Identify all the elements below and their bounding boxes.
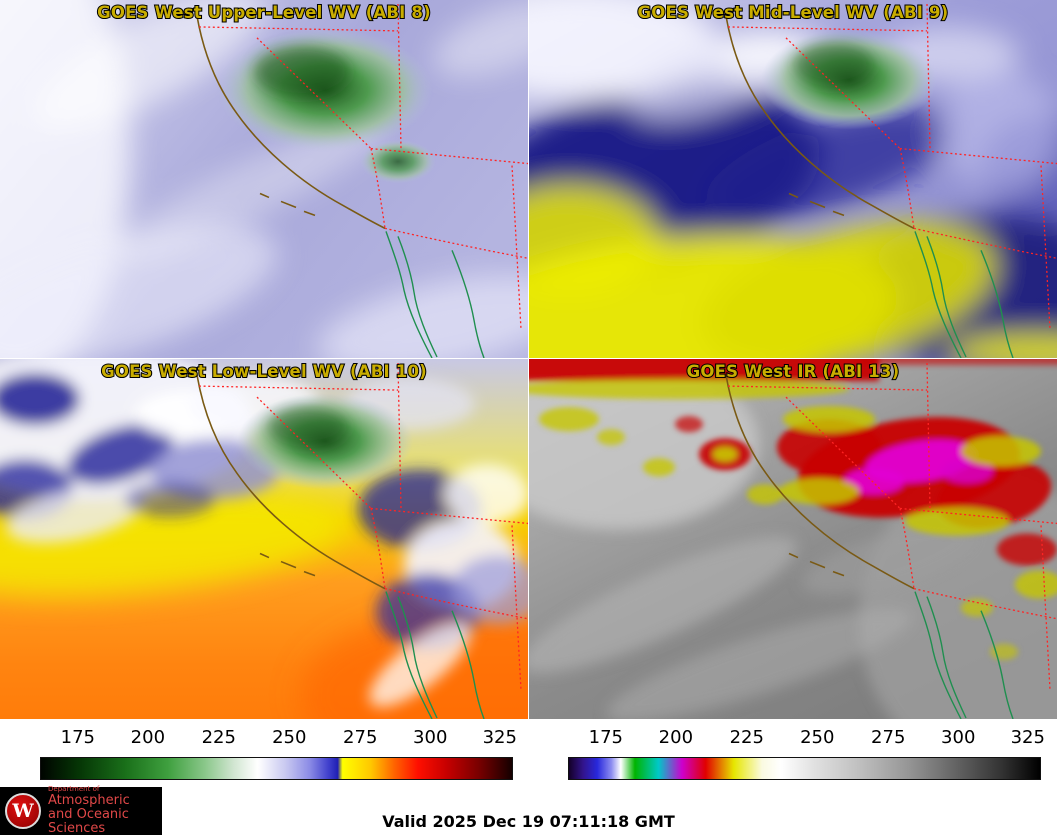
mid-wv-image: GOES West Mid-Level WV (ABI 9) xyxy=(529,0,1057,358)
upper-wv-image: GOES West Upper-Level WV (ABI 8) xyxy=(0,0,528,358)
valid-timestamp: Valid 2025 Dec 19 07:11:18 GMT xyxy=(382,812,675,831)
panel-low-level-wv: GOES West Low-Level WV (ABI 10) xyxy=(0,359,528,719)
ir-colorbar-gradient xyxy=(568,757,1041,780)
tick-200: 200 xyxy=(658,727,694,748)
logo-line-2: and Oceanic Sciences xyxy=(48,806,129,836)
cold-cloud-tops xyxy=(529,359,1057,660)
low-wv-image: GOES West Low-Level WV (ABI 10) xyxy=(0,359,528,719)
dry-air-core xyxy=(794,42,874,87)
tick-325: 325 xyxy=(482,727,517,748)
logo-line-1: Atmospheric xyxy=(48,792,130,808)
tick-175: 175 xyxy=(588,727,624,748)
logo-dept-line: Department of xyxy=(48,785,100,794)
panel-title: GOES West Mid-Level WV (ABI 9) xyxy=(638,3,949,22)
wv-colorbar-gradient xyxy=(40,757,513,780)
satellite-panels-grid: GOES West Upper-Level WV (ABI 8) xyxy=(0,0,1057,719)
panel-ir: GOES West IR (ABI 13) xyxy=(529,359,1057,719)
tick-225: 225 xyxy=(201,727,236,748)
tick-275: 275 xyxy=(871,727,906,748)
colorbar-row: 175 200 225 250 275 300 325 175 200 225 … xyxy=(0,719,1057,785)
panel-upper-level-wv: GOES West Upper-Level WV (ABI 8) xyxy=(0,0,528,358)
tick-300: 300 xyxy=(941,727,976,748)
panel-mid-level-wv: GOES West Mid-Level WV (ABI 9) xyxy=(529,0,1057,358)
tick-225: 225 xyxy=(729,727,764,748)
moisture-field xyxy=(529,0,1057,358)
dry-air-core xyxy=(268,407,348,448)
tick-325: 325 xyxy=(1010,727,1045,748)
uw-crest-icon: W xyxy=(5,793,41,829)
tick-175: 175 xyxy=(60,727,96,748)
dry-air-region-secondary xyxy=(360,139,436,184)
tick-275: 275 xyxy=(343,727,378,748)
ir-colorbar: 175 200 225 250 275 300 325 xyxy=(528,719,1057,785)
tick-250: 250 xyxy=(800,727,835,748)
uw-aos-logo: W Department of Atmospheric and Oceanic … xyxy=(0,786,162,836)
tick-300: 300 xyxy=(413,727,448,748)
gray-clouds xyxy=(529,359,1057,719)
panel-title: GOES West Upper-Level WV (ABI 8) xyxy=(97,3,431,22)
logo-text: Department of Atmospheric and Oceanic Sc… xyxy=(48,786,162,836)
crest-letter: W xyxy=(12,800,34,822)
cloud-field xyxy=(0,0,528,358)
storm-clouds xyxy=(0,359,528,707)
footer: W Department of Atmospheric and Oceanic … xyxy=(0,785,1057,836)
panel-title: GOES West IR (ABI 13) xyxy=(687,362,900,381)
tick-250: 250 xyxy=(272,727,307,748)
tick-200: 200 xyxy=(130,727,166,748)
dry-air-core xyxy=(254,45,350,98)
wv-colorbar: 175 200 225 250 275 300 325 xyxy=(0,719,528,785)
ir-image: GOES West IR (ABI 13) xyxy=(529,359,1057,719)
panel-title: GOES West Low-Level WV (ABI 10) xyxy=(101,362,427,381)
